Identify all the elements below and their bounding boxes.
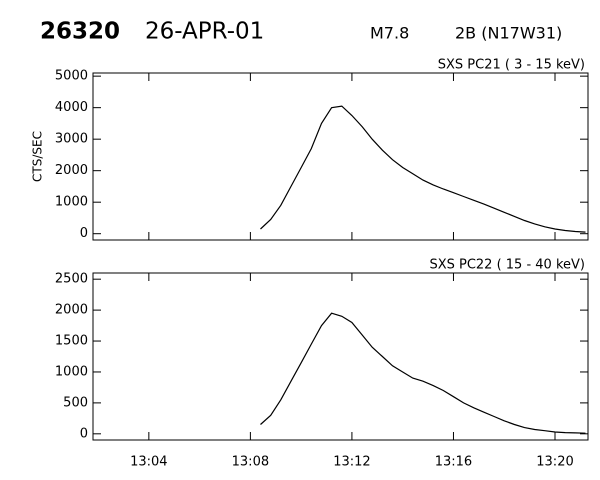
date: 26-APR-01	[145, 19, 264, 45]
y-tick-label: 1500	[55, 334, 88, 349]
x-tick-label: 13:12	[333, 455, 370, 470]
panel-subtitle: SXS PC22 ( 15 - 40 keV)	[429, 258, 585, 273]
y-tick-label: 2000	[55, 303, 88, 318]
y-tick-label: 1000	[55, 364, 88, 379]
x-tick-label: 13:16	[435, 455, 472, 470]
plot-frame	[92, 272, 589, 441]
y-tick-label: 1000	[55, 195, 88, 210]
y-tick-label: 0	[80, 226, 88, 241]
flare-class: M7.8	[370, 24, 409, 43]
x-tick-label: 13:08	[232, 455, 269, 470]
optical-class: 2B (N17W31)	[455, 24, 562, 43]
x-tick-label: 13:20	[536, 455, 573, 470]
y-tick-label: 4000	[55, 100, 88, 115]
panel-subtitle: SXS PC21 ( 3 - 15 keV)	[438, 58, 585, 73]
y-tick-label: 2000	[55, 163, 88, 178]
plot-frame	[92, 72, 589, 241]
light-curve	[260, 105, 586, 233]
y-axis-label: CTS/SEC	[31, 131, 45, 182]
x-tick-label: 13:04	[130, 455, 167, 470]
y-tick-label: 2500	[55, 272, 88, 287]
light-curve	[260, 312, 586, 434]
y-tick-label: 3000	[55, 132, 88, 147]
y-tick-label: 0	[80, 426, 88, 441]
event-number: 26320	[40, 19, 120, 45]
y-tick-label: 500	[63, 395, 88, 410]
y-tick-label: 5000	[55, 69, 88, 84]
